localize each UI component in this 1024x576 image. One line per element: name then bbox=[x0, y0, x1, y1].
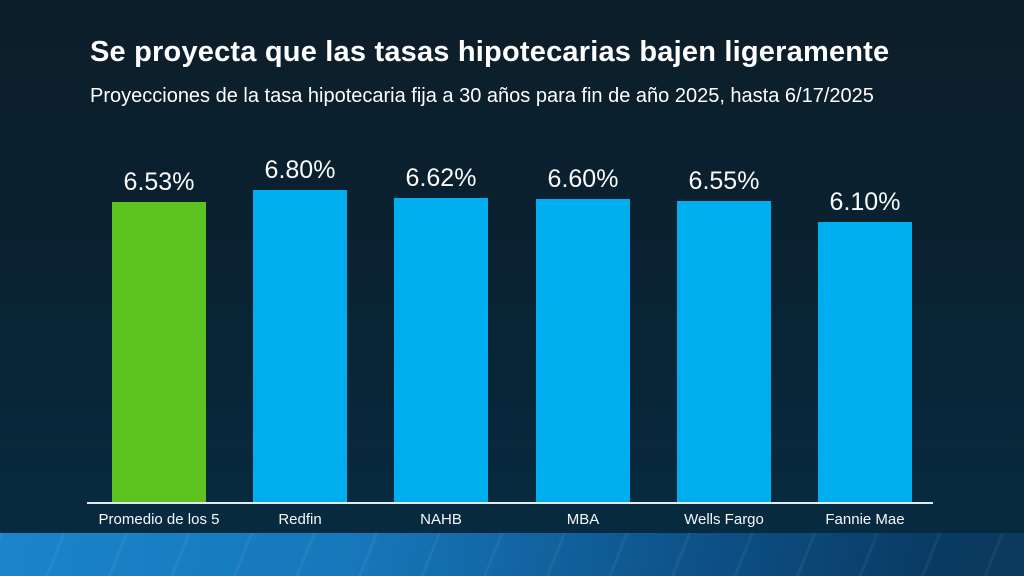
bar-value-label-wells-fargo: 6.55% bbox=[688, 167, 760, 195]
x-axis-labels: Promedio de los 5 Redfin NAHB MBA Wells Farg… bbox=[99, 511, 912, 533]
bar-wells-fargo: 6.55% bbox=[677, 167, 771, 502]
bar-value-label-redfin: 6.80% bbox=[264, 156, 336, 184]
chart-subtitle: Proyecciones de la tasa hipotecaria fija… bbox=[90, 85, 874, 107]
bar-promedio-de-los-5: 6.53% bbox=[112, 168, 206, 502]
x-axis-label-redfin: Redfin bbox=[278, 511, 322, 528]
bar-redfin: 6.80% bbox=[253, 156, 347, 502]
bar-value-label-promedio-de-los-5: 6.53% bbox=[123, 168, 195, 196]
bar-value-label-fannie-mae: 6.10% bbox=[829, 188, 901, 216]
x-axis-line bbox=[87, 502, 933, 504]
bar-mba: 6.60% bbox=[536, 165, 630, 502]
x-axis-label-fannie-mae: Fannie Mae bbox=[825, 511, 905, 528]
bottom-accent-strip bbox=[0, 533, 1024, 576]
bar-value-label-nahb: 6.62% bbox=[405, 164, 477, 192]
x-axis-label-nahb: NAHB bbox=[420, 511, 462, 528]
chart-title: Se proyecta que las tasas hipotecarias b… bbox=[90, 36, 890, 68]
x-axis-label-wells-fargo: Wells Fargo bbox=[684, 511, 764, 528]
bar-value-label-mba: 6.60% bbox=[547, 165, 619, 193]
x-axis-label-mba: MBA bbox=[566, 511, 600, 528]
bar-nahb: 6.62% bbox=[394, 164, 488, 502]
bar-fannie-mae: 6.10% bbox=[818, 188, 912, 502]
bar-plot: 6.53% 6.80% 6.62% 6.60% 6.55% 6.10% bbox=[112, 150, 912, 502]
x-axis-label-promedio-de-los-5: Promedio de los 5 bbox=[98, 511, 220, 528]
